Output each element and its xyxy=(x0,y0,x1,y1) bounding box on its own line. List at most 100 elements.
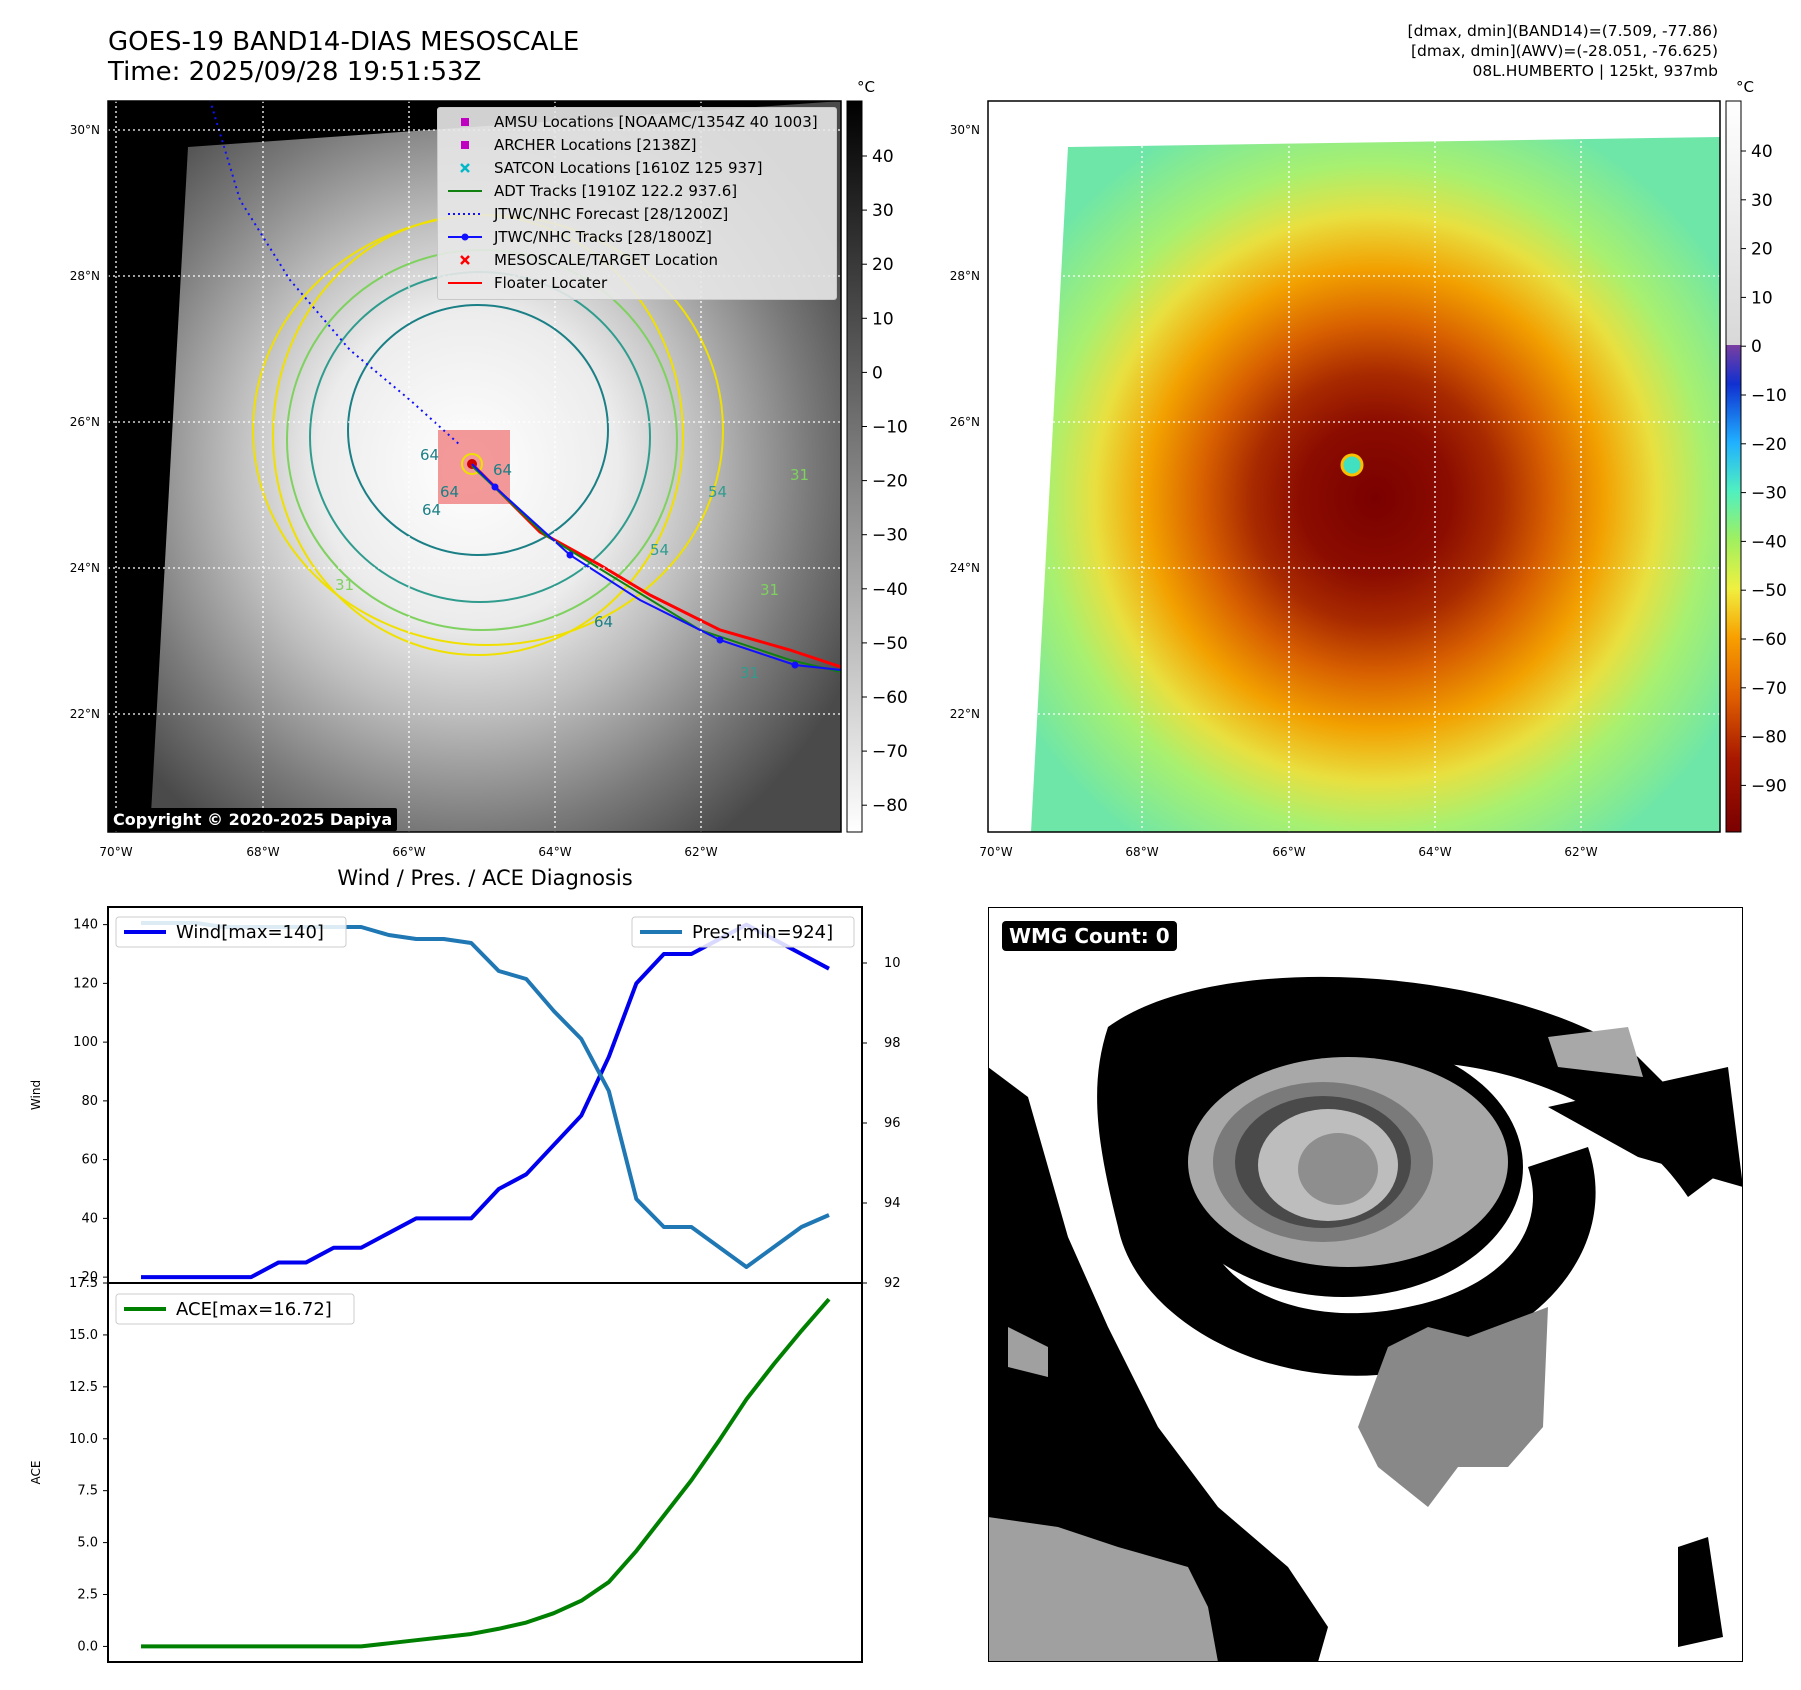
colorbar-tick-label: 10 xyxy=(872,309,894,329)
lon-label: 62°W xyxy=(1564,845,1597,859)
floater-track xyxy=(470,462,841,669)
wmg-eye-core xyxy=(1298,1133,1378,1205)
lat-label: 28°N xyxy=(70,269,100,283)
contour-label: 64 xyxy=(493,461,512,479)
legend-entry: MESOSCALE/TARGET Location xyxy=(444,250,718,270)
colorbar-tick-label: −40 xyxy=(872,580,908,600)
x-marker-icon xyxy=(460,163,470,173)
y-axis-label: Wind xyxy=(29,1080,43,1110)
legend-entry-label: JTWC/NHC Tracks [28/1800Z] xyxy=(494,228,712,246)
colorbar-tick-label: −10 xyxy=(1751,386,1787,406)
lon-label: 66°W xyxy=(392,845,425,859)
solid-line-icon xyxy=(448,282,482,284)
colorbar-tick-label: −80 xyxy=(1751,728,1787,748)
legend-entry-label: ADT Tracks [1910Z 122.2 937.6] xyxy=(494,182,738,200)
y2-tick-label: 940 xyxy=(884,1196,900,1211)
y-tick-label: 15.0 xyxy=(69,1328,98,1343)
wmg-left-band xyxy=(988,1067,1328,1662)
lat-label: 26°N xyxy=(950,415,980,429)
y-tick-label: 80 xyxy=(81,1094,98,1109)
y-axis-label: ACE xyxy=(29,1461,43,1485)
contour-label: 31 xyxy=(335,576,354,594)
ace-plot-frame xyxy=(107,1282,863,1663)
legend-entry-label: JTWC/NHC Forecast [28/1200Z] xyxy=(494,205,729,223)
awv-colorbar-frame xyxy=(1725,100,1742,833)
colorbar-tick-label: −80 xyxy=(872,796,908,816)
legend-entry-label: AMSU Locations [NOAAMC/1354Z 40 1003] xyxy=(494,113,818,131)
lat-label: 28°N xyxy=(950,269,980,283)
legend-entry: Floater Locater xyxy=(444,273,607,293)
ace-series-line xyxy=(141,1297,831,1649)
pressure-series-line xyxy=(141,921,830,1269)
diagnosis-charts: 20 40 60 80 100 120 140 920 940 960 980 1000 Wind Pre… xyxy=(29,906,900,1663)
wmg-right-black xyxy=(1678,1537,1723,1647)
wind-plot-frame xyxy=(107,906,863,1284)
y2-tick-label: 1000 xyxy=(884,956,900,971)
colorbar-tick-label: −10 xyxy=(872,418,908,438)
contour-label: 64 xyxy=(422,501,441,519)
colorbar-tick-label: −50 xyxy=(872,634,908,654)
contour-label: 31 xyxy=(760,581,779,599)
contour-label: 64 xyxy=(594,613,613,631)
wmg-gray-blob xyxy=(1358,1307,1548,1507)
awv-map-frame xyxy=(987,100,1721,833)
colorbar-tick-label: −20 xyxy=(872,472,908,492)
legend-entry: JTWC/NHC Tracks [28/1800Z] xyxy=(444,227,712,247)
legend-entry-label: ARCHER Locations [2138Z] xyxy=(494,136,697,154)
gray-colorbar-unit: °C xyxy=(857,78,875,96)
lon-label: 64°W xyxy=(538,845,571,859)
y-tick-label: 20 xyxy=(81,1270,98,1285)
contour-label: 31 xyxy=(790,466,809,484)
dotted-line-icon xyxy=(448,213,482,215)
y-tick-label: 10.0 xyxy=(69,1432,98,1447)
lat-label: 24°N xyxy=(70,561,100,575)
figure-time: Time: 2025/09/28 19:51:53Z xyxy=(108,57,482,87)
x-marker-icon xyxy=(460,255,470,265)
line-dot-icon xyxy=(448,233,482,241)
colorbar-tick-label: 40 xyxy=(872,147,894,167)
lat-label: 22°N xyxy=(70,707,100,721)
colorbar-tick-label: −40 xyxy=(1751,532,1787,552)
awv-colorbar-warm xyxy=(1726,101,1741,345)
y-tick-label: 100 xyxy=(73,1035,98,1050)
legend-entry: SATCON Locations [1610Z 125 937] xyxy=(444,158,762,178)
info-band14: [dmax, dmin](BAND14)=(7.509, -77.86) xyxy=(1407,22,1718,40)
colorbar-tick-label: 30 xyxy=(872,201,894,221)
awv-eye xyxy=(1340,453,1364,477)
wmg-right-band xyxy=(1548,1067,1743,1187)
y-tick-label: 120 xyxy=(73,976,98,991)
awv-colorbar: 40 30 20 10 0 −10 −20 −30 −40 −50 −60 −70 −80 −90 xyxy=(1725,100,1787,833)
y-tick-label: 0.0 xyxy=(77,1639,98,1654)
colorbar-tick-label: 20 xyxy=(872,255,894,275)
y2-tick-label: 980 xyxy=(884,1036,900,1051)
y-tick-label: 60 xyxy=(81,1153,98,1168)
legend-entry-label: SATCON Locations [1610Z 125 937] xyxy=(494,159,763,177)
ir-map-frame xyxy=(107,100,842,833)
legend-entry: AMSU Locations [NOAAMC/1354Z 40 1003] xyxy=(444,112,818,132)
contour-dark-teal xyxy=(347,304,609,556)
contour-label: 54 xyxy=(650,541,669,559)
y-tick-label: 2.5 xyxy=(77,1588,98,1603)
colorbar-tick-label: 30 xyxy=(1751,191,1773,211)
ace-legend-box xyxy=(115,1293,355,1325)
gray-colorbar-bar xyxy=(846,100,863,833)
jtwc-track-point xyxy=(491,483,499,491)
colorbar-tick-label: −70 xyxy=(1751,679,1787,699)
wind-series-line xyxy=(141,922,830,1280)
info-storm: 08L.HUMBERTO | 125kt, 937mb xyxy=(1472,62,1719,80)
lon-label: 66°W xyxy=(1272,845,1305,859)
lat-label: 22°N xyxy=(950,707,980,721)
wmg-left-gray xyxy=(988,1517,1218,1662)
pressure-legend-box xyxy=(631,916,855,948)
jtwc-track-point xyxy=(716,636,724,644)
lat-label: 30°N xyxy=(70,123,100,137)
y-tick-label: 5.0 xyxy=(77,1536,98,1551)
gray-colorbar: 40 30 20 10 0 −10 −20 −30 −40 −50 −60 −70 −80 xyxy=(846,100,908,833)
eye-contour xyxy=(461,453,483,475)
contour-label: 64 xyxy=(440,483,459,501)
jtwc-track-point xyxy=(566,551,574,559)
wmg-gray-patch xyxy=(1008,1327,1048,1377)
wmg-count-badge: WMG Count: 0 xyxy=(1002,921,1177,951)
legend-entry-label: Floater Locater xyxy=(494,274,608,292)
